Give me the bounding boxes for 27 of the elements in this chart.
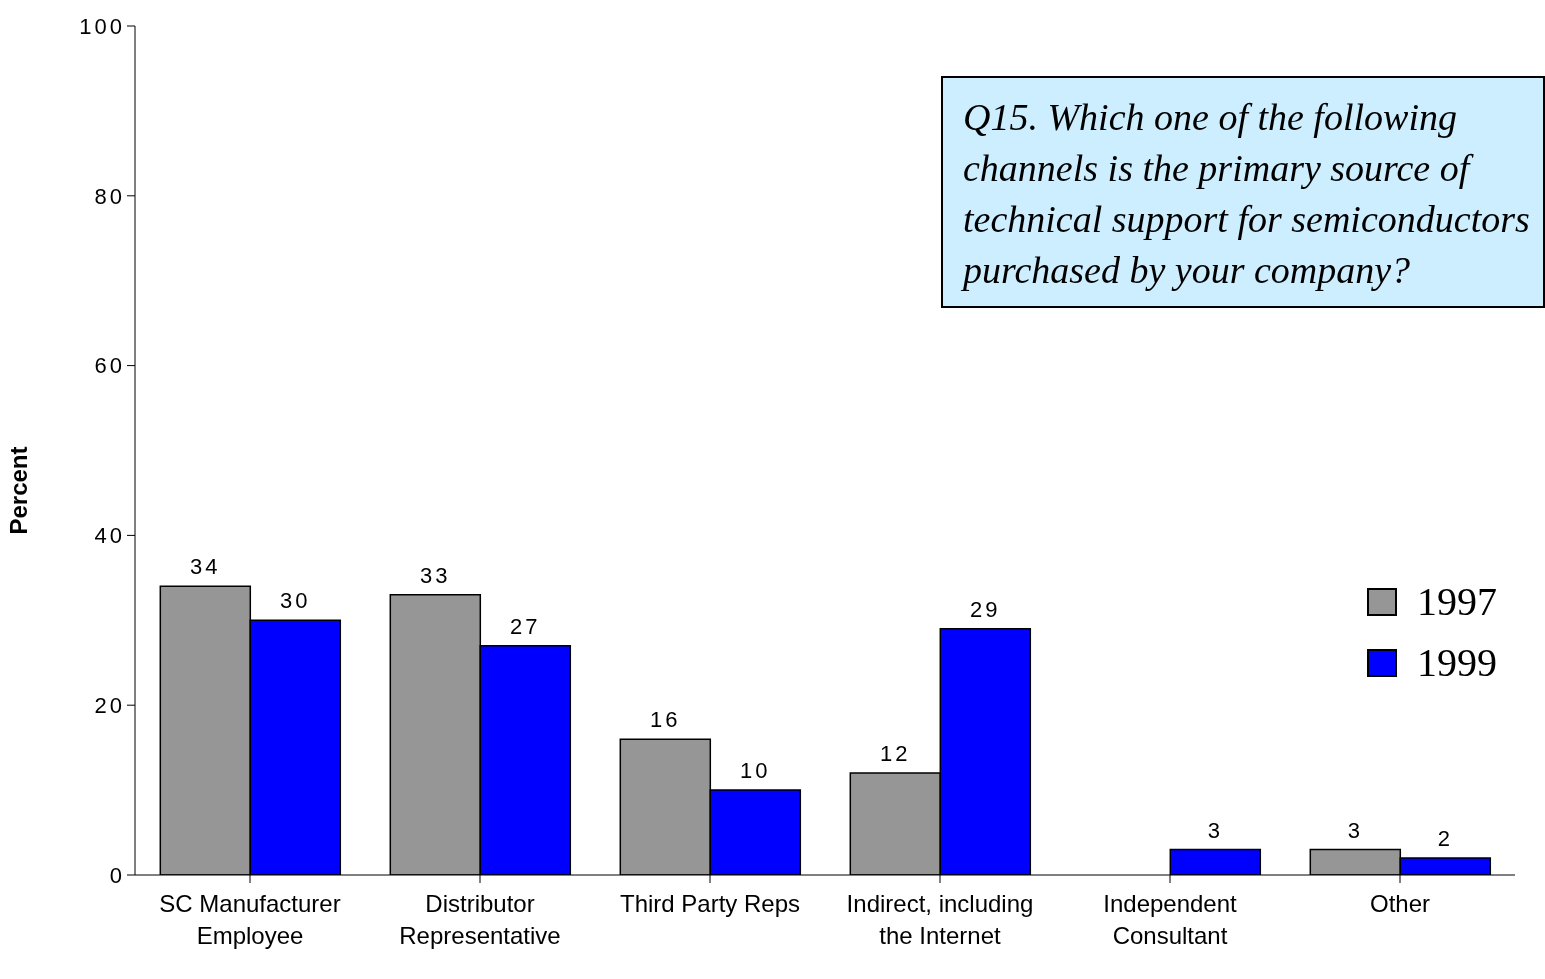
y-tick-label: 0 [109, 862, 125, 888]
x-tick-label: Third Party Reps [619, 890, 801, 918]
y-tick-label: 80 [94, 183, 125, 209]
data-label: 29 [970, 596, 1001, 622]
data-label: 30 [280, 588, 311, 614]
data-label: 12 [880, 741, 911, 767]
data-label: 10 [740, 758, 771, 784]
legend-label: 1997 [1417, 578, 1497, 625]
data-label: 16 [650, 707, 681, 733]
y-axis-title: Percent [4, 446, 32, 535]
x-tick-label: Distributor Representative [399, 890, 561, 950]
x-tick-label: SC Manufacturer Employee [159, 890, 341, 950]
data-label: 27 [510, 613, 541, 639]
x-tick-label: Independent Consultant [1103, 890, 1238, 950]
data-label: 34 [190, 554, 221, 580]
y-tick-label: 100 [79, 13, 125, 39]
y-tick-label: 20 [94, 693, 125, 719]
y-tick-label: 60 [94, 353, 125, 379]
legend-label: 1999 [1417, 639, 1497, 686]
data-label: 2 [1437, 826, 1453, 852]
data-label: 3 [1207, 817, 1223, 843]
x-tick-label: Other [1369, 890, 1431, 918]
data-label: 33 [420, 562, 451, 588]
y-tick-label: 40 [94, 523, 125, 549]
data-label: 3 [1347, 817, 1363, 843]
annotation: Q15. Which one of the following channels is the primary source of technical support for semiconductors purchased by your company? [941, 76, 1545, 308]
x-tick-label: Indirect, including the Internet [846, 890, 1034, 950]
